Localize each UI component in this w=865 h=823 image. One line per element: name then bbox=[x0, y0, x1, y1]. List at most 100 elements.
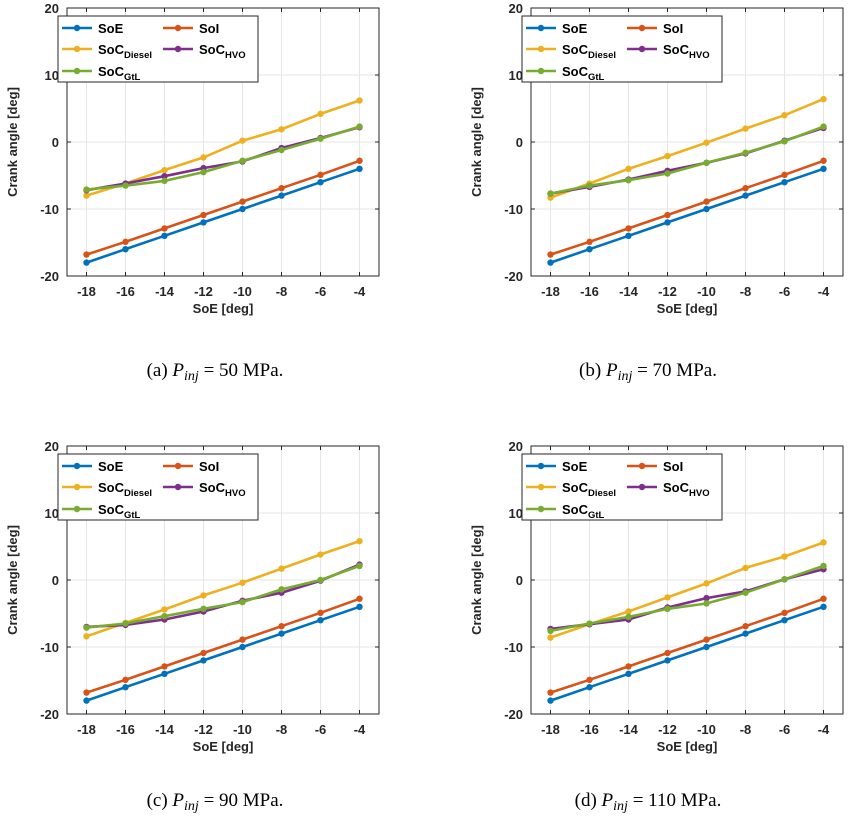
data-point-soc-diesel bbox=[83, 192, 90, 199]
data-point-soc-diesel bbox=[781, 112, 788, 119]
x-tick-label: -18 bbox=[77, 284, 96, 299]
x-tick-label: -14 bbox=[155, 722, 175, 737]
x-tick-label: -14 bbox=[619, 284, 639, 299]
y-tick-label: -10 bbox=[504, 640, 523, 655]
legend-marker-soi bbox=[174, 24, 182, 32]
data-point-soc-gtl bbox=[664, 605, 671, 613]
y-tick-label: -10 bbox=[504, 202, 523, 217]
data-point-soc-diesel bbox=[278, 126, 285, 133]
legend-label-soc-diesel: SoCDiesel bbox=[98, 42, 152, 61]
legend-marker-soi bbox=[174, 462, 182, 470]
data-point-soe bbox=[664, 219, 671, 226]
legend-label-soe: SoE bbox=[562, 459, 588, 474]
x-tick-label: -18 bbox=[541, 722, 560, 737]
x-tick-label: -18 bbox=[541, 284, 560, 299]
data-point-soc-gtl bbox=[161, 177, 168, 185]
data-point-soc-diesel bbox=[239, 137, 246, 144]
x-tick-label: -12 bbox=[658, 722, 677, 737]
legend-marker-soc-hvo bbox=[638, 45, 646, 53]
data-point-soc-gtl bbox=[200, 605, 207, 613]
legend-label-soc-hvo: SoCHVO bbox=[663, 42, 710, 61]
x-tick-label: -12 bbox=[194, 722, 213, 737]
data-point-soi bbox=[664, 211, 671, 219]
data-point-soe bbox=[625, 232, 632, 239]
legend: SoE SoI SoCDiesel SoCHVO SoCGtL bbox=[57, 453, 259, 521]
data-point-soc-gtl bbox=[820, 562, 827, 570]
data-point-soc-gtl bbox=[664, 170, 671, 177]
data-point-soi bbox=[161, 663, 168, 670]
data-point-soi bbox=[703, 636, 710, 643]
data-point-soc-diesel bbox=[625, 608, 632, 615]
data-point-soi bbox=[200, 211, 207, 219]
legend-label-soe: SoE bbox=[562, 21, 588, 36]
legend-label-soi: SoI bbox=[199, 21, 219, 36]
series-line-soi bbox=[86, 159, 360, 256]
legend-label-soc-gtl: SoCGtL bbox=[98, 64, 141, 83]
x-tick-label: -6 bbox=[315, 722, 327, 737]
data-point-soi bbox=[781, 171, 788, 179]
data-point-soi bbox=[625, 663, 632, 670]
data-point-soi bbox=[278, 623, 285, 630]
data-point-soc-gtl bbox=[83, 186, 90, 193]
data-point-soi bbox=[317, 609, 324, 617]
data-point-soc-diesel bbox=[703, 139, 710, 146]
data-point-soc-gtl bbox=[625, 613, 632, 621]
data-point-soe bbox=[278, 192, 285, 199]
panel-caption: (a) Pinj = 50 MPa. bbox=[147, 360, 284, 384]
data-point-soe bbox=[317, 617, 324, 624]
data-point-soe bbox=[356, 165, 363, 172]
legend: SoE SoI SoCDiesel SoCHVO SoCGtL bbox=[521, 15, 723, 83]
legend-marker-soe bbox=[73, 462, 81, 470]
legend-label-soc-gtl: SoCGtL bbox=[562, 502, 605, 521]
data-point-soe bbox=[278, 630, 285, 637]
data-point-soe bbox=[586, 246, 593, 253]
data-point-soc-diesel bbox=[703, 580, 710, 587]
legend-marker-soc-hvo bbox=[174, 45, 182, 53]
y-tick-label: -20 bbox=[40, 269, 59, 284]
x-tick-label: -6 bbox=[315, 284, 327, 299]
legend-marker-soc-hvo bbox=[638, 483, 646, 491]
y-tick-label: -20 bbox=[504, 269, 523, 284]
legend-marker-soc-gtl bbox=[73, 67, 81, 75]
y-axis-title: Crank angle [deg] bbox=[5, 87, 20, 197]
data-point-soe bbox=[703, 205, 710, 213]
data-point-soe bbox=[820, 603, 827, 610]
data-point-soi bbox=[742, 623, 749, 630]
data-point-soc-hvo bbox=[703, 594, 710, 602]
legend-label-soi: SoI bbox=[663, 459, 683, 474]
data-point-soc-diesel bbox=[200, 154, 207, 161]
data-point-soe bbox=[239, 205, 246, 213]
series-line-soc-diesel bbox=[550, 97, 824, 199]
legend-marker-soc-diesel bbox=[73, 483, 81, 491]
data-point-soc-diesel bbox=[820, 539, 827, 546]
x-tick-label: -6 bbox=[779, 722, 791, 737]
data-point-soc-diesel bbox=[664, 152, 671, 160]
data-point-soi bbox=[239, 636, 246, 643]
data-point-soe bbox=[83, 697, 90, 704]
series-line-soc-diesel bbox=[86, 539, 360, 638]
legend-label-soi: SoI bbox=[199, 459, 219, 474]
data-point-soc-diesel bbox=[820, 95, 827, 103]
legend-marker-soe bbox=[73, 24, 81, 32]
data-point-soc-gtl bbox=[742, 149, 749, 156]
y-tick-label: -20 bbox=[504, 707, 523, 722]
x-tick-label: -16 bbox=[116, 284, 135, 299]
x-tick-label: -14 bbox=[619, 722, 639, 737]
data-point-soc-gtl bbox=[122, 182, 129, 189]
data-point-soe bbox=[239, 643, 246, 651]
data-point-soi bbox=[664, 649, 671, 657]
data-point-soi bbox=[703, 198, 710, 205]
y-tick-label: -10 bbox=[40, 640, 59, 655]
y-tick-label: 20 bbox=[509, 439, 523, 454]
x-tick-label: -10 bbox=[233, 284, 252, 299]
data-point-soi bbox=[83, 689, 90, 696]
data-point-soi bbox=[278, 185, 285, 192]
legend-marker-soi bbox=[638, 24, 646, 32]
data-point-soe bbox=[200, 219, 207, 226]
data-point-soc-gtl bbox=[781, 138, 788, 145]
data-point-soe bbox=[703, 643, 710, 651]
data-point-soe bbox=[83, 259, 90, 266]
x-tick-label: -8 bbox=[276, 284, 288, 299]
data-point-soe bbox=[161, 670, 168, 677]
x-tick-label: -16 bbox=[580, 284, 599, 299]
